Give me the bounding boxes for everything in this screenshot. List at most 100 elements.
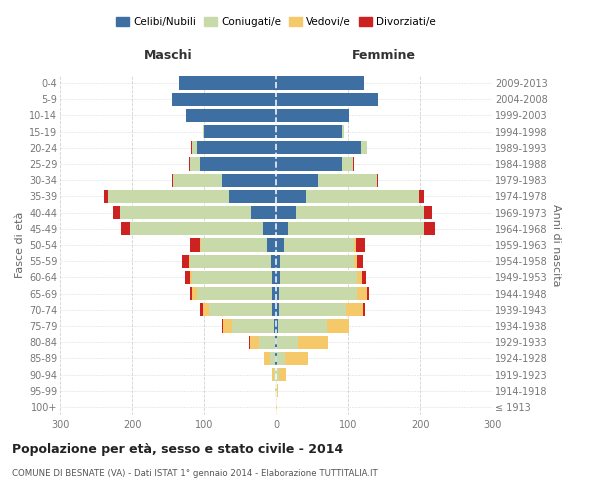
Bar xyxy=(204,125,276,138)
Bar xyxy=(276,400,277,413)
Bar xyxy=(193,287,197,300)
Bar xyxy=(265,352,270,365)
Bar xyxy=(200,303,203,316)
Bar xyxy=(270,352,275,365)
Bar xyxy=(342,158,353,170)
Bar xyxy=(424,206,431,220)
Bar xyxy=(272,270,276,284)
Bar xyxy=(272,303,276,316)
Bar xyxy=(104,190,108,203)
Bar xyxy=(296,206,424,220)
Bar xyxy=(306,190,419,203)
Bar xyxy=(120,206,251,220)
Bar xyxy=(419,190,424,203)
Bar xyxy=(279,303,346,316)
Bar xyxy=(276,125,342,138)
Bar xyxy=(276,238,284,252)
Bar xyxy=(209,303,272,316)
Bar xyxy=(424,222,435,235)
Bar xyxy=(251,206,276,220)
Bar xyxy=(288,222,424,235)
Bar xyxy=(190,254,271,268)
Bar xyxy=(200,238,201,252)
Bar xyxy=(377,174,378,187)
Bar xyxy=(172,174,173,187)
Bar xyxy=(197,287,272,300)
Bar xyxy=(356,238,365,252)
Bar xyxy=(276,270,280,284)
Bar xyxy=(276,92,378,106)
Bar xyxy=(186,109,276,122)
Bar xyxy=(276,287,279,300)
Bar xyxy=(298,336,328,349)
Bar xyxy=(354,254,358,268)
Bar xyxy=(276,320,278,332)
Bar xyxy=(276,368,279,381)
Text: COMUNE DI BESNATE (VA) - Dati ISTAT 1° gennaio 2014 - Elaborazione TUTTITALIA.IT: COMUNE DI BESNATE (VA) - Dati ISTAT 1° g… xyxy=(12,468,378,477)
Bar xyxy=(172,92,276,106)
Bar xyxy=(278,320,327,332)
Bar xyxy=(179,76,276,90)
Bar xyxy=(286,352,308,365)
Legend: Celibi/Nubili, Coniugati/e, Vedovi/e, Divorziati/e: Celibi/Nubili, Coniugati/e, Vedovi/e, Di… xyxy=(112,12,440,32)
Bar xyxy=(276,158,342,170)
Bar xyxy=(201,238,268,252)
Bar xyxy=(284,238,354,252)
Bar xyxy=(277,352,286,365)
Bar xyxy=(276,141,361,154)
Bar xyxy=(200,158,276,170)
Bar xyxy=(276,336,277,349)
Bar xyxy=(274,368,276,381)
Bar xyxy=(279,287,356,300)
Bar xyxy=(358,254,363,268)
Bar xyxy=(113,206,120,220)
Bar xyxy=(259,336,275,349)
Bar xyxy=(189,158,190,170)
Bar xyxy=(276,174,318,187)
Bar xyxy=(275,336,276,349)
Bar xyxy=(271,254,276,268)
Bar xyxy=(189,254,190,268)
Bar xyxy=(203,125,204,138)
Text: Maschi: Maschi xyxy=(143,49,193,62)
Bar xyxy=(203,303,209,316)
Bar xyxy=(130,222,263,235)
Bar xyxy=(190,270,192,284)
Bar xyxy=(274,320,276,332)
Bar xyxy=(279,368,286,381)
Bar xyxy=(192,270,272,284)
Y-axis label: Anni di nascita: Anni di nascita xyxy=(551,204,562,286)
Bar xyxy=(358,270,362,284)
Bar xyxy=(190,158,200,170)
Bar xyxy=(276,76,364,90)
Bar xyxy=(280,270,358,284)
Bar xyxy=(222,320,223,332)
Bar xyxy=(342,125,344,138)
Bar xyxy=(354,238,356,252)
Bar xyxy=(229,190,276,203)
Text: Popolazione per età, sesso e stato civile - 2014: Popolazione per età, sesso e stato civil… xyxy=(12,442,343,456)
Bar xyxy=(277,336,298,349)
Bar xyxy=(353,158,354,170)
Bar xyxy=(232,320,274,332)
Bar xyxy=(280,254,354,268)
Bar xyxy=(276,352,277,365)
Bar xyxy=(367,287,369,300)
Bar xyxy=(363,303,365,316)
Bar xyxy=(276,222,288,235)
Bar xyxy=(192,141,197,154)
Bar xyxy=(121,222,130,235)
Bar xyxy=(223,320,232,332)
Bar xyxy=(275,384,276,398)
Bar xyxy=(182,254,189,268)
Bar xyxy=(356,287,367,300)
Bar xyxy=(275,352,276,365)
Bar xyxy=(277,384,278,398)
Bar xyxy=(268,238,276,252)
Bar xyxy=(276,109,349,122)
Bar xyxy=(276,303,279,316)
Y-axis label: Fasce di età: Fasce di età xyxy=(14,212,25,278)
Bar xyxy=(190,287,193,300)
Bar xyxy=(190,238,200,252)
Bar xyxy=(272,368,274,381)
